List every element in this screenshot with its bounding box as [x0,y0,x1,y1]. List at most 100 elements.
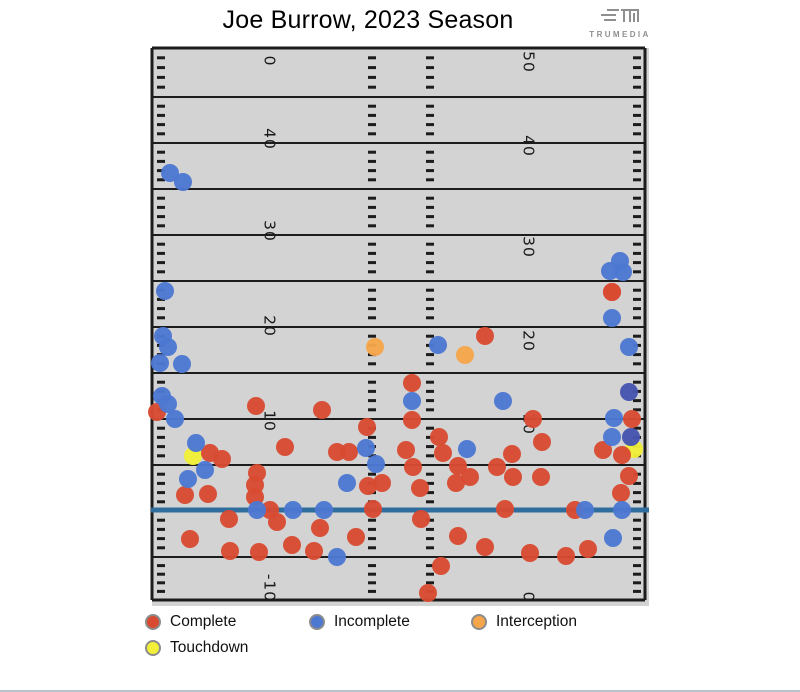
hash-mark [426,353,434,357]
pass-dot-complete [613,446,631,464]
pass-dot-complete [504,468,522,486]
pass-dot-complete [557,547,575,565]
hash-mark [426,159,434,163]
pass-dot-complete [476,327,494,345]
pass-dot-complete [612,484,630,502]
yard-number: 40 [520,135,538,157]
pass-dot-incomplete [187,434,205,452]
hash-mark [633,150,641,154]
page-title: Joe Burrow, 2023 Season [222,6,514,34]
trumedia-logo: TRUMEDIA [585,7,655,39]
yard-number: 0 [520,592,538,603]
legend-label: Complete [170,613,237,630]
hash-mark [368,261,376,265]
pass-dot-incomplete [159,395,177,413]
hash-mark [157,527,165,531]
hash-mark [157,546,165,550]
hash-mark [633,196,641,200]
hash-mark [368,288,376,292]
yard-number: 30 [261,220,279,242]
hash-mark [368,316,376,320]
hash-mark [633,362,641,366]
hash-mark [157,445,165,449]
pass-dot-complete [221,542,239,560]
pass-dot-interception [366,338,384,356]
pass-dot-complete [412,510,430,528]
hash-mark [633,178,641,182]
pass-dot-incomplete [429,336,447,354]
hash-mark [426,581,434,585]
pass-dot-complete [496,500,514,518]
hash-mark [157,491,165,495]
hash-mark [633,261,641,265]
hash-mark [368,205,376,209]
pass-dot-complete [579,540,597,558]
hash-mark [368,334,376,338]
hash-mark [368,169,376,173]
pass-dot-complete [476,538,494,556]
pass-dot-incomplete [173,355,191,373]
hash-mark [157,435,165,439]
hash-mark [633,224,641,228]
hash-mark [426,316,434,320]
legend-marker-incomplete [309,614,325,630]
pass-dot-complete [250,543,268,561]
pass-dot-complete [373,474,391,492]
hash-mark [368,537,376,541]
pass-dot-complete [449,457,467,475]
yard-number: 30 [520,236,538,258]
yard-number: 10 [261,410,279,432]
pass-dot-complete [181,530,199,548]
hash-mark [633,56,641,60]
pass-dot-incomplete [622,428,640,446]
hash-mark [426,546,434,550]
hash-mark [426,491,434,495]
hash-mark [368,435,376,439]
pass-dot-complete [305,542,323,560]
hash-mark [633,572,641,576]
hash-mark [157,150,165,154]
hash-mark [368,132,376,136]
hash-mark [368,297,376,301]
hash-mark [157,75,165,79]
pass-dot-complete [594,441,612,459]
pass-dot-incomplete [614,263,632,281]
hash-mark [633,159,641,163]
hash-mark [368,564,376,568]
hash-mark [426,500,434,504]
hash-mark [426,307,434,311]
yard-number: -10 [261,574,279,602]
hash-mark [426,380,434,384]
hash-mark [426,518,434,522]
pass-dot-incomplete [156,282,174,300]
pass-dot-complete [311,519,329,537]
hash-mark [633,215,641,219]
pass-dot-complete [404,458,422,476]
hash-mark [426,169,434,173]
pass-dot-complete [358,418,376,436]
hash-mark [426,334,434,338]
hash-mark [633,297,641,301]
hash-mark [157,572,165,576]
hash-mark [157,297,165,301]
hash-mark [368,589,376,593]
hash-mark [368,159,376,163]
pass-dot-incomplete [603,428,621,446]
pass-dot-complete [313,401,331,419]
hash-mark [633,353,641,357]
hash-mark [368,380,376,384]
pass-dot-complete [213,450,231,468]
hash-mark [157,564,165,568]
hash-mark [368,178,376,182]
hash-mark [633,491,641,495]
pass-dot-incomplete [315,501,333,519]
hash-mark [633,66,641,70]
pass-dot-incomplete [248,501,266,519]
hash-mark [157,242,165,246]
hash-mark [368,408,376,412]
hash-mark [426,150,434,154]
hash-mark [633,75,641,79]
hash-mark [426,196,434,200]
